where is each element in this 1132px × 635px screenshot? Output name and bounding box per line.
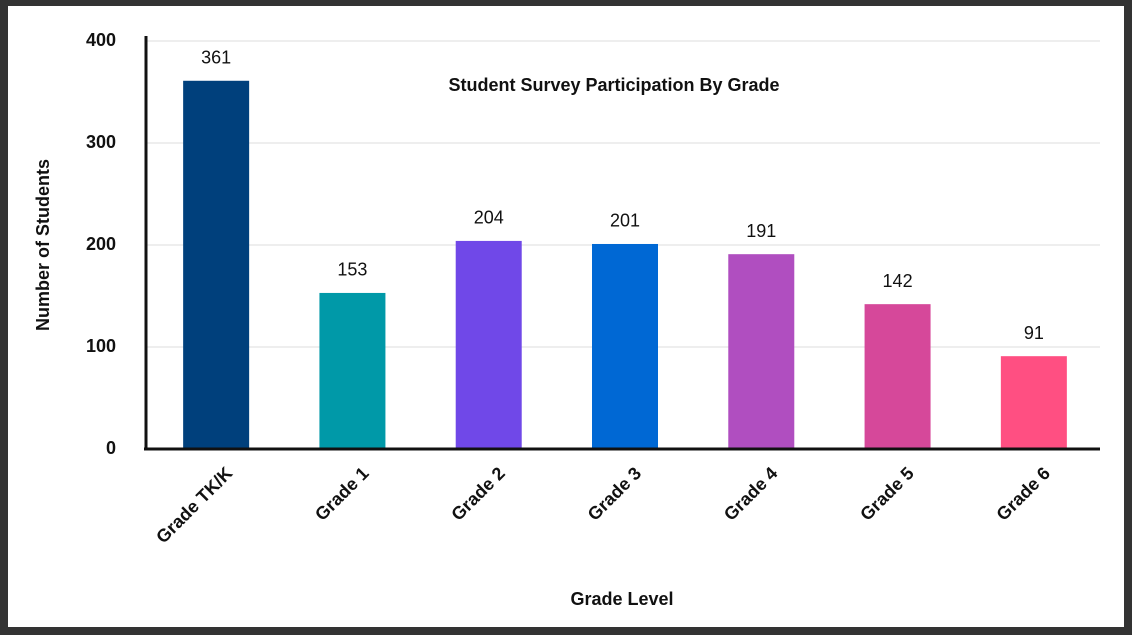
data-label: 91	[1024, 323, 1044, 343]
x-axis-label: Grade Level	[570, 589, 673, 609]
bar	[455, 240, 522, 449]
y-axis-label: Number of Students	[33, 159, 53, 331]
bar	[728, 254, 795, 449]
bar	[592, 243, 658, 449]
bar	[864, 304, 931, 449]
data-label: 142	[883, 271, 913, 291]
y-tick-label: 300	[86, 132, 116, 152]
data-label: 191	[746, 221, 776, 241]
bar	[319, 292, 386, 449]
data-label: 361	[201, 48, 231, 68]
bar	[1000, 356, 1067, 449]
bar	[183, 80, 250, 449]
y-tick-label: 0	[106, 438, 116, 458]
y-tick-label: 200	[86, 234, 116, 254]
data-label: 201	[610, 211, 640, 231]
y-tick-label: 400	[86, 30, 116, 50]
data-label: 204	[474, 208, 504, 228]
chart-title: Student Survey Participation By Grade	[448, 75, 779, 95]
data-label: 153	[337, 260, 367, 280]
y-tick-label: 100	[86, 336, 116, 356]
